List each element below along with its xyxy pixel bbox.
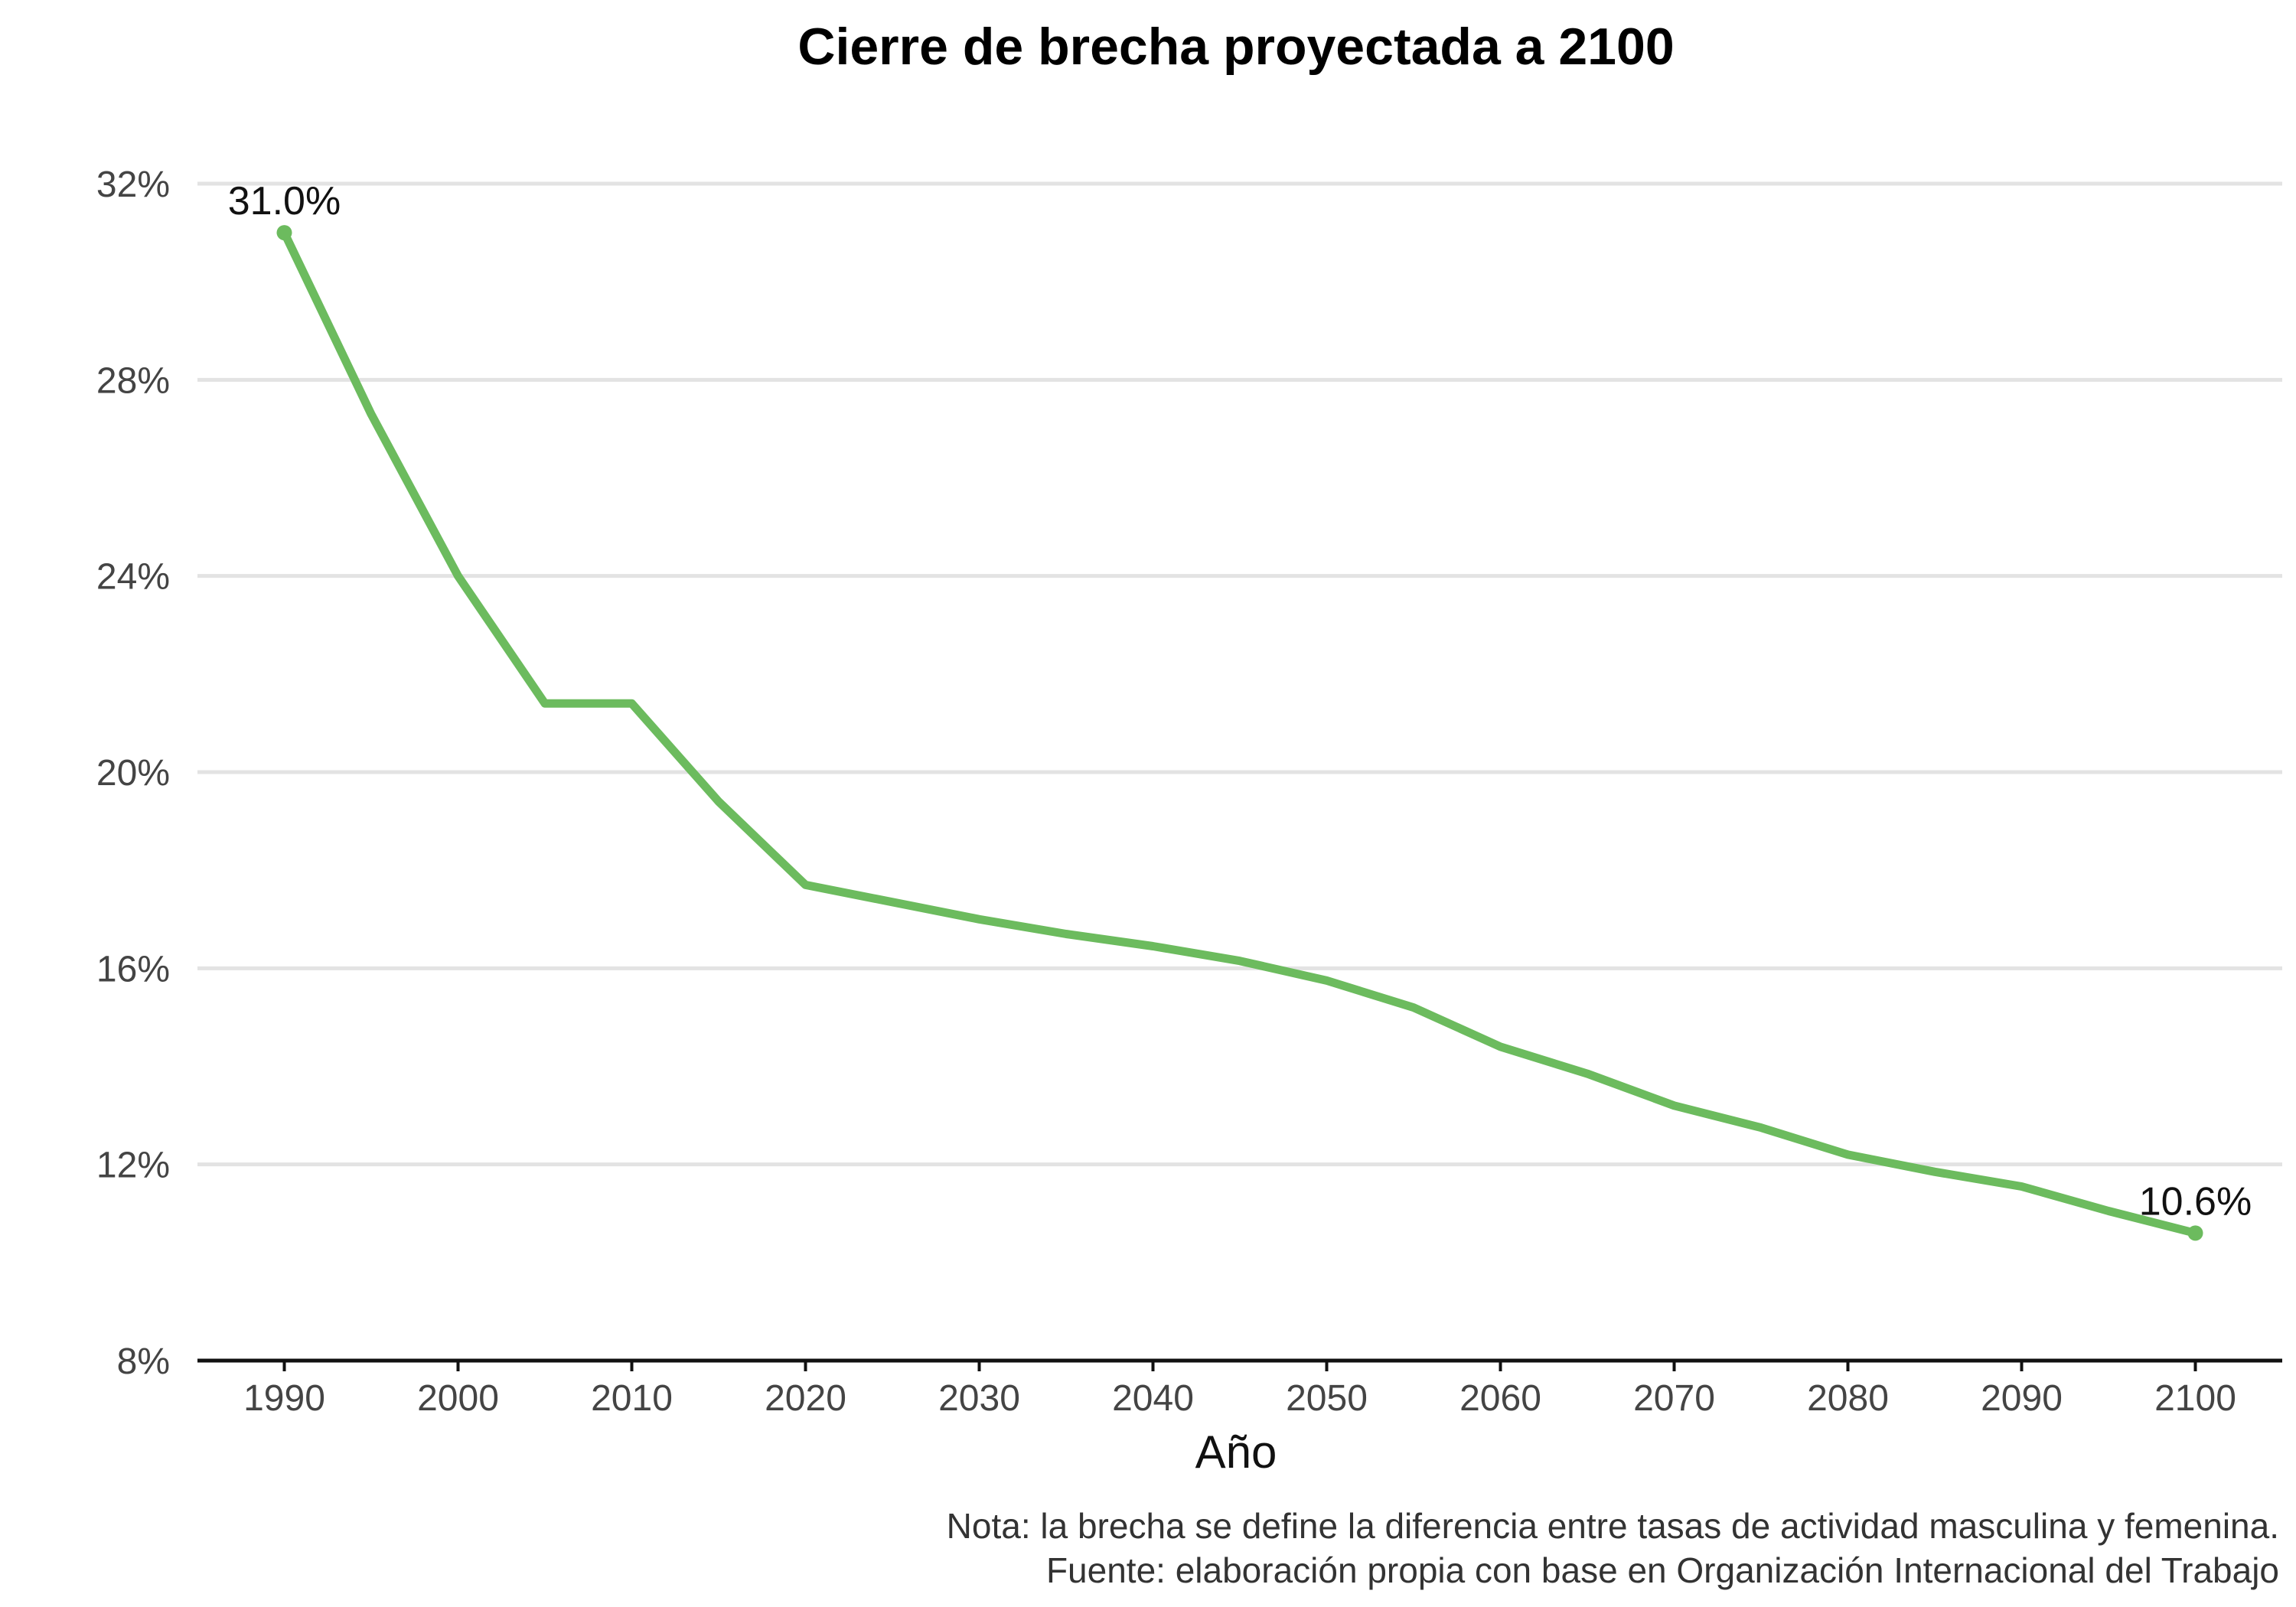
x-tick-label: 2040 [1112,1378,1194,1419]
x-tick-label: 1990 [243,1378,325,1419]
x-tick-label: 2080 [1807,1378,1889,1419]
y-tick-label: 24% [96,557,170,598]
x-tick-label: 2030 [938,1378,1020,1419]
y-tick-label: 12% [96,1146,170,1186]
chart-title: Cierre de brecha proyectada a 2100 [797,18,1674,76]
x-tick-label: 2010 [591,1378,673,1419]
data-label: 31.0% [228,179,341,223]
y-tick-label: 28% [96,360,170,401]
x-tick-label: 2000 [417,1378,499,1419]
y-tick-label: 20% [96,753,170,794]
y-tick-label: 32% [96,165,170,205]
y-tick-label: 16% [96,949,170,989]
x-tick-label: 2020 [765,1378,846,1419]
x-tick-label: 2100 [2154,1378,2236,1419]
y-tick-label: 8% [117,1341,170,1382]
gridlines [197,181,2282,1167]
x-tick-label: 2070 [1633,1378,1715,1419]
annotated-point [2187,1225,2203,1241]
x-tick-label: 2060 [1459,1378,1541,1419]
x-axis: 1990 2000 2010 2020 2030 2040 2050 2060 2070 2080… [197,1358,2282,1419]
x-tick-label: 2050 [1286,1378,1368,1419]
x-axis-title: Año [1195,1426,1277,1478]
x-tick-label: 2090 [1981,1378,2063,1419]
series-line [280,228,2200,1237]
data-label: 10.6% [2139,1179,2252,1224]
caption-source: Fuente: elaboración propia con base en O… [1046,1550,2279,1590]
annotated-point [276,225,292,241]
caption-note: Nota: la brecha se define la diferencia … [947,1506,2279,1546]
annotations: 31.0% 10.6% [228,179,2252,1241]
y-axis: 8% 12% 16% 20% 24% 28% 32% [96,165,170,1382]
series-layer [280,228,2200,1237]
